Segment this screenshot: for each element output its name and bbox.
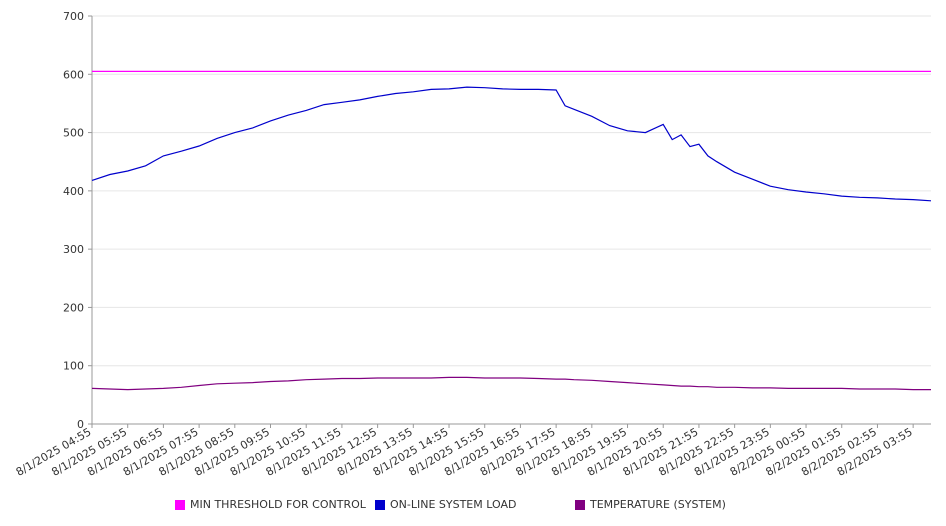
legend: MIN THRESHOLD FOR CONTROL ON-LINE SYSTEM… [0, 498, 946, 514]
legend-label-min-threshold: MIN THRESHOLD FOR CONTROL [190, 498, 366, 511]
y-tick-label: 700 [63, 10, 84, 23]
legend-label-temperature: TEMPERATURE (SYSTEM) [590, 498, 726, 511]
y-tick-label: 0 [77, 418, 84, 431]
series-line-2 [91, 376, 931, 391]
legend-swatch-online-system-load [375, 499, 385, 510]
y-tick-label: 600 [63, 68, 84, 81]
gridlines [92, 15, 931, 425]
series-lines [91, 70, 932, 391]
y-tick-label: 300 [63, 243, 84, 256]
legend-swatch-temperature [575, 499, 585, 510]
y-tick-label: 200 [63, 301, 84, 314]
legend-label-online-system-load: ON-LINE SYSTEM LOAD [390, 498, 517, 511]
legend-item-temperature: TEMPERATURE (SYSTEM) [575, 498, 726, 511]
y-axis: 0 100 200 300 400 500 600 700 [63, 10, 93, 431]
y-tick-label: 100 [63, 360, 84, 373]
x-axis: 8/1/2025 04:558/1/2025 05:558/1/2025 06:… [14, 423, 931, 479]
y-tick-label: 500 [63, 127, 84, 140]
y-tick-label: 400 [63, 185, 84, 198]
series-line-1 [91, 86, 932, 202]
legend-swatch-min-threshold [175, 499, 185, 510]
legend-item-online-system-load: ON-LINE SYSTEM LOAD [375, 498, 516, 511]
legend-item-min-threshold: MIN THRESHOLD FOR CONTROL [175, 498, 366, 511]
